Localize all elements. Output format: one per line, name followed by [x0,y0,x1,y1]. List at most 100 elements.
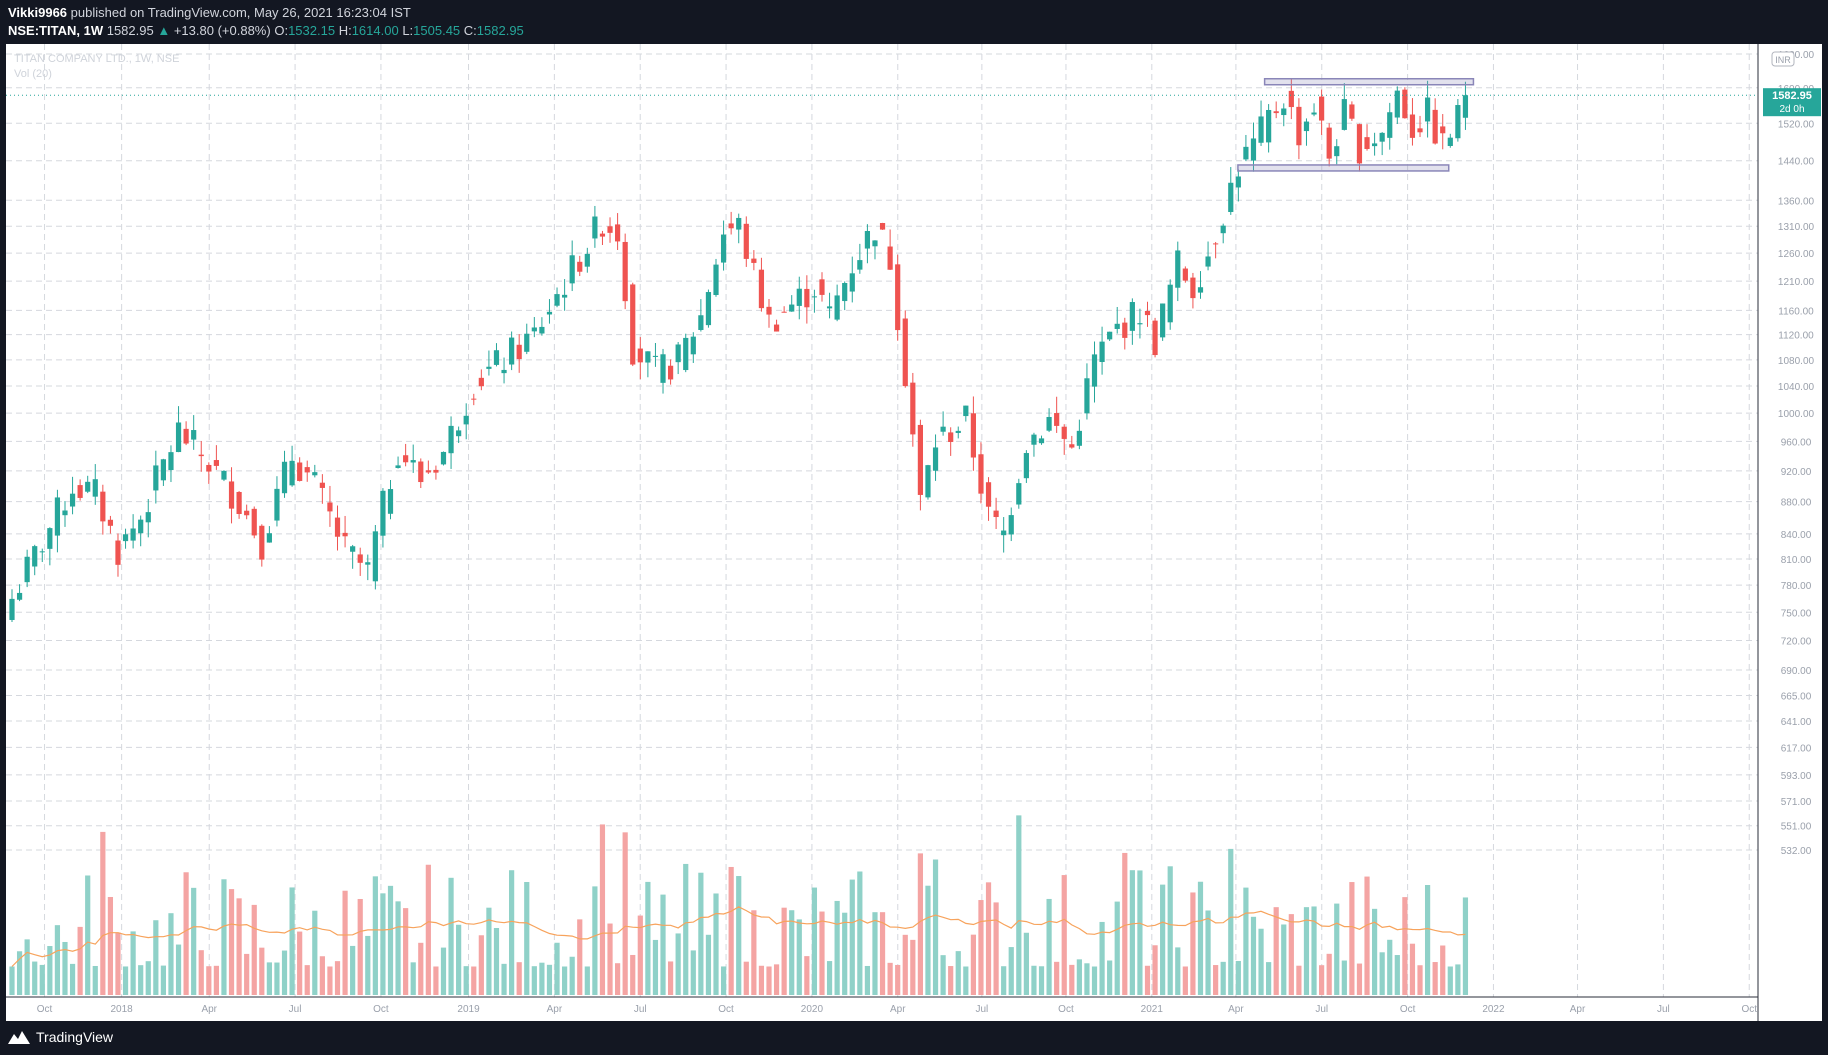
candle-body [948,432,954,442]
volume-bar [842,912,848,995]
candle-body [751,258,757,263]
y-tick-label: 780.00 [1781,581,1812,592]
volume-bar [47,946,53,995]
chart-area[interactable]: 1680.001600.001520.001440.001360.001310.… [6,44,1822,1021]
candle-body [1182,268,1188,281]
candle-body [864,230,871,249]
candle-body [448,425,454,454]
candle-body [266,533,272,543]
y-tick-label: 551.00 [1781,822,1812,833]
close-value: 1582.95 [476,23,524,38]
volume-bar [357,898,363,995]
volume-bar [501,963,507,995]
volume-bar [1288,914,1294,995]
candle-body [857,260,863,270]
y-tick-label: 690.00 [1781,666,1812,677]
candle-body [221,470,227,480]
volume-legend: Vol (20) [14,68,52,80]
candle-body [1235,176,1241,188]
candle-body [1076,430,1082,446]
last-price-tag: 1582.95 [1772,90,1812,102]
volume-bar [539,962,545,995]
candle-body [917,424,923,495]
symbol-label: NSE:TITAN, 1W [8,23,104,38]
candle-body [387,489,394,514]
volume-bar [1031,965,1037,995]
price-chart-svg[interactable]: 1680.001600.001520.001440.001360.001310.… [6,44,1822,1021]
candle-body [16,592,23,600]
volume-bar [1076,959,1082,995]
volume-bar [380,893,386,995]
candle-body [1372,143,1378,147]
candle-body [1069,444,1075,448]
candle-body [251,508,257,536]
candle-body [1447,137,1453,146]
volume-bar [826,961,833,995]
candle-body [887,246,893,270]
volume-bar [228,889,235,995]
volume-bar [312,910,318,995]
volume-bar [895,964,901,995]
candle-body [1190,277,1196,299]
y-tick-label: 960.00 [1781,437,1812,448]
y-tick-label: 665.00 [1781,692,1812,703]
volume-bar [569,956,575,995]
volume-bar [1311,906,1317,995]
volume-bar [1326,953,1332,995]
volume-bar [985,882,992,995]
x-tick-label: Oct [1400,1004,1416,1015]
candle-body [62,510,68,516]
candle-body [122,534,129,542]
x-tick-label: Oct [1058,1004,1074,1015]
volume-bar [584,966,590,995]
volume-bar [645,881,651,995]
volume-bar [1213,965,1219,995]
volume-bar [1061,875,1067,995]
volume-bar [758,965,765,995]
x-tick-label: 2020 [801,1004,824,1015]
volume-bar [1069,964,1075,995]
y-tick-label: 920.00 [1781,467,1812,478]
volume-bar [766,966,772,995]
candle-body [334,517,341,537]
volume-bar [705,934,712,995]
candle-body [940,426,946,432]
candle-body [1273,111,1279,114]
volume-bar [1387,939,1393,995]
volume-bar [887,962,893,995]
volume-bar [978,900,984,995]
volume-bar [743,961,749,995]
volume-bar [478,935,484,995]
candle-body [524,333,530,352]
volume-bar [1122,852,1128,995]
volume-bar [62,941,68,995]
candle-body [1122,322,1128,338]
candle-body [925,465,931,498]
candle-body [236,491,242,514]
volume-bar [372,876,378,995]
y-tick-label: 1260.00 [1778,249,1815,260]
volume-bar [804,956,810,995]
volume-bar [857,871,863,995]
volume-bars [9,815,1469,995]
axes: 1680.001600.001520.001440.001360.001310.… [6,44,1815,1021]
volume-bar [456,924,462,995]
volume-bar [1038,966,1045,995]
candle-body [213,460,219,466]
candle-body [622,241,628,302]
y-tick-label: 571.00 [1781,797,1812,808]
y-tick-label: 532.00 [1781,846,1812,857]
publisher-name[interactable]: Vikki9966 [8,5,68,20]
candle-body [493,350,500,365]
volume-bar [1228,848,1234,995]
candle-body [1303,121,1310,132]
tradingview-logo[interactable]: TradingView [8,1029,113,1045]
candle-body [100,491,106,522]
volume-bar [418,942,424,995]
x-tick-label: Apr [547,1004,563,1015]
candle-body [849,273,855,292]
volume-bar [879,912,886,995]
candle-body [304,467,310,473]
candle-body [92,479,98,497]
volume-bar [1379,952,1385,995]
